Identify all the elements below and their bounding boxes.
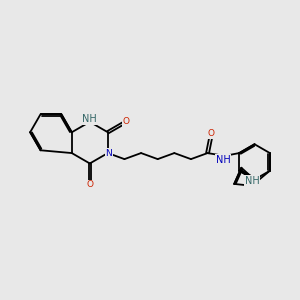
Text: O: O	[207, 129, 214, 138]
Text: NH: NH	[216, 155, 230, 165]
Text: O: O	[86, 180, 93, 189]
Text: NH: NH	[245, 176, 260, 186]
Text: N: N	[106, 148, 112, 158]
Text: NH: NH	[82, 114, 97, 124]
Text: O: O	[123, 117, 130, 126]
